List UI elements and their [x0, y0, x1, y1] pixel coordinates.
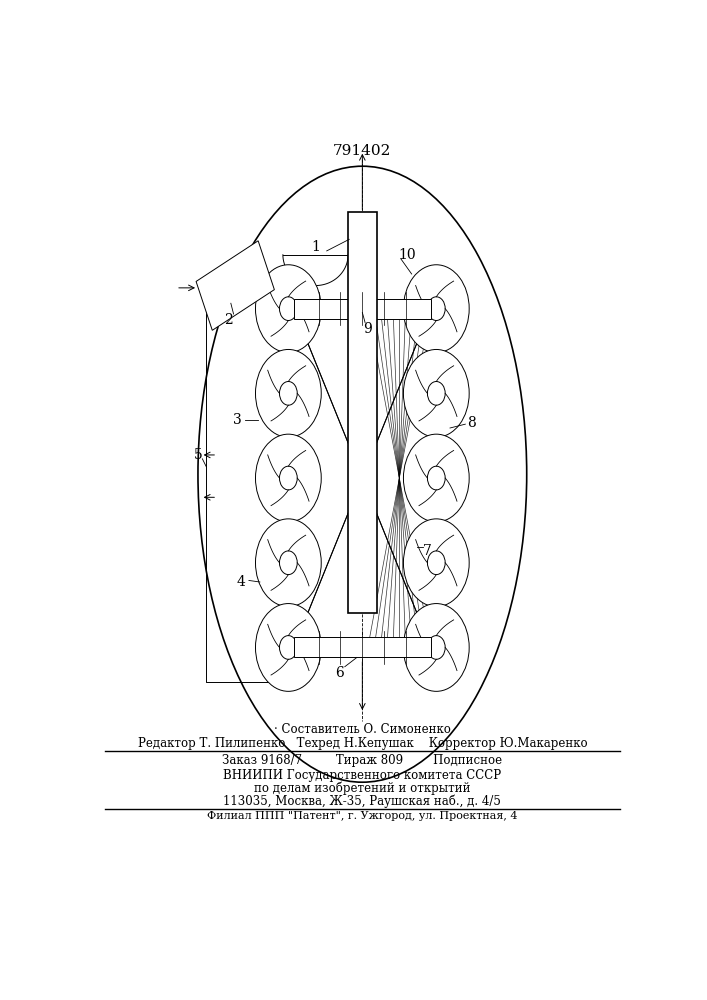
- Ellipse shape: [428, 636, 445, 659]
- Ellipse shape: [255, 604, 321, 691]
- Text: 10: 10: [399, 248, 416, 262]
- Bar: [348, 212, 377, 613]
- Ellipse shape: [279, 551, 297, 575]
- Text: Редактор Т. Пилипенко   Техред Н.Кепушак    Корректор Ю.Макаренко: Редактор Т. Пилипенко Техред Н.Кепушак К…: [138, 737, 587, 750]
- Text: 7: 7: [423, 544, 431, 558]
- Ellipse shape: [404, 349, 469, 437]
- Text: 791402: 791402: [333, 144, 392, 158]
- Polygon shape: [196, 241, 274, 330]
- Text: 6: 6: [335, 666, 344, 680]
- Bar: [294, 299, 431, 319]
- Ellipse shape: [279, 636, 297, 659]
- Ellipse shape: [428, 551, 445, 575]
- Ellipse shape: [255, 434, 321, 522]
- Text: 9: 9: [363, 322, 372, 336]
- Ellipse shape: [279, 297, 297, 321]
- Text: 113035, Москва, Ж-35, Раушская наб., д. 4/5: 113035, Москва, Ж-35, Раушская наб., д. …: [223, 795, 501, 808]
- Ellipse shape: [404, 434, 469, 522]
- Text: 3: 3: [233, 413, 242, 427]
- Ellipse shape: [404, 265, 469, 353]
- Text: Филиал ППП "Патент", г. Ужгород, ул. Проектная, 4: Филиал ППП "Патент", г. Ужгород, ул. Про…: [207, 811, 518, 821]
- Ellipse shape: [428, 466, 445, 490]
- Ellipse shape: [255, 265, 321, 353]
- Ellipse shape: [279, 466, 297, 490]
- Text: 5: 5: [194, 448, 202, 462]
- Text: · Составитель О. Симоненко: · Составитель О. Симоненко: [274, 723, 451, 736]
- Text: 8: 8: [467, 416, 477, 430]
- Ellipse shape: [404, 519, 469, 607]
- Ellipse shape: [428, 381, 445, 405]
- Text: 1: 1: [311, 240, 320, 254]
- Text: Заказ 9168/7         Тираж 809        Подписное: Заказ 9168/7 Тираж 809 Подписное: [222, 754, 503, 767]
- Ellipse shape: [255, 519, 321, 607]
- Text: по делам изобретений и открытий: по делам изобретений и открытий: [254, 782, 471, 795]
- Text: 2: 2: [223, 313, 233, 327]
- Ellipse shape: [279, 381, 297, 405]
- Bar: [294, 637, 431, 657]
- Text: 4: 4: [236, 575, 245, 589]
- Text: ВНИИПИ Государственного комитета СССР: ВНИИПИ Государственного комитета СССР: [223, 769, 501, 782]
- Ellipse shape: [404, 604, 469, 691]
- Ellipse shape: [255, 349, 321, 437]
- Ellipse shape: [428, 297, 445, 321]
